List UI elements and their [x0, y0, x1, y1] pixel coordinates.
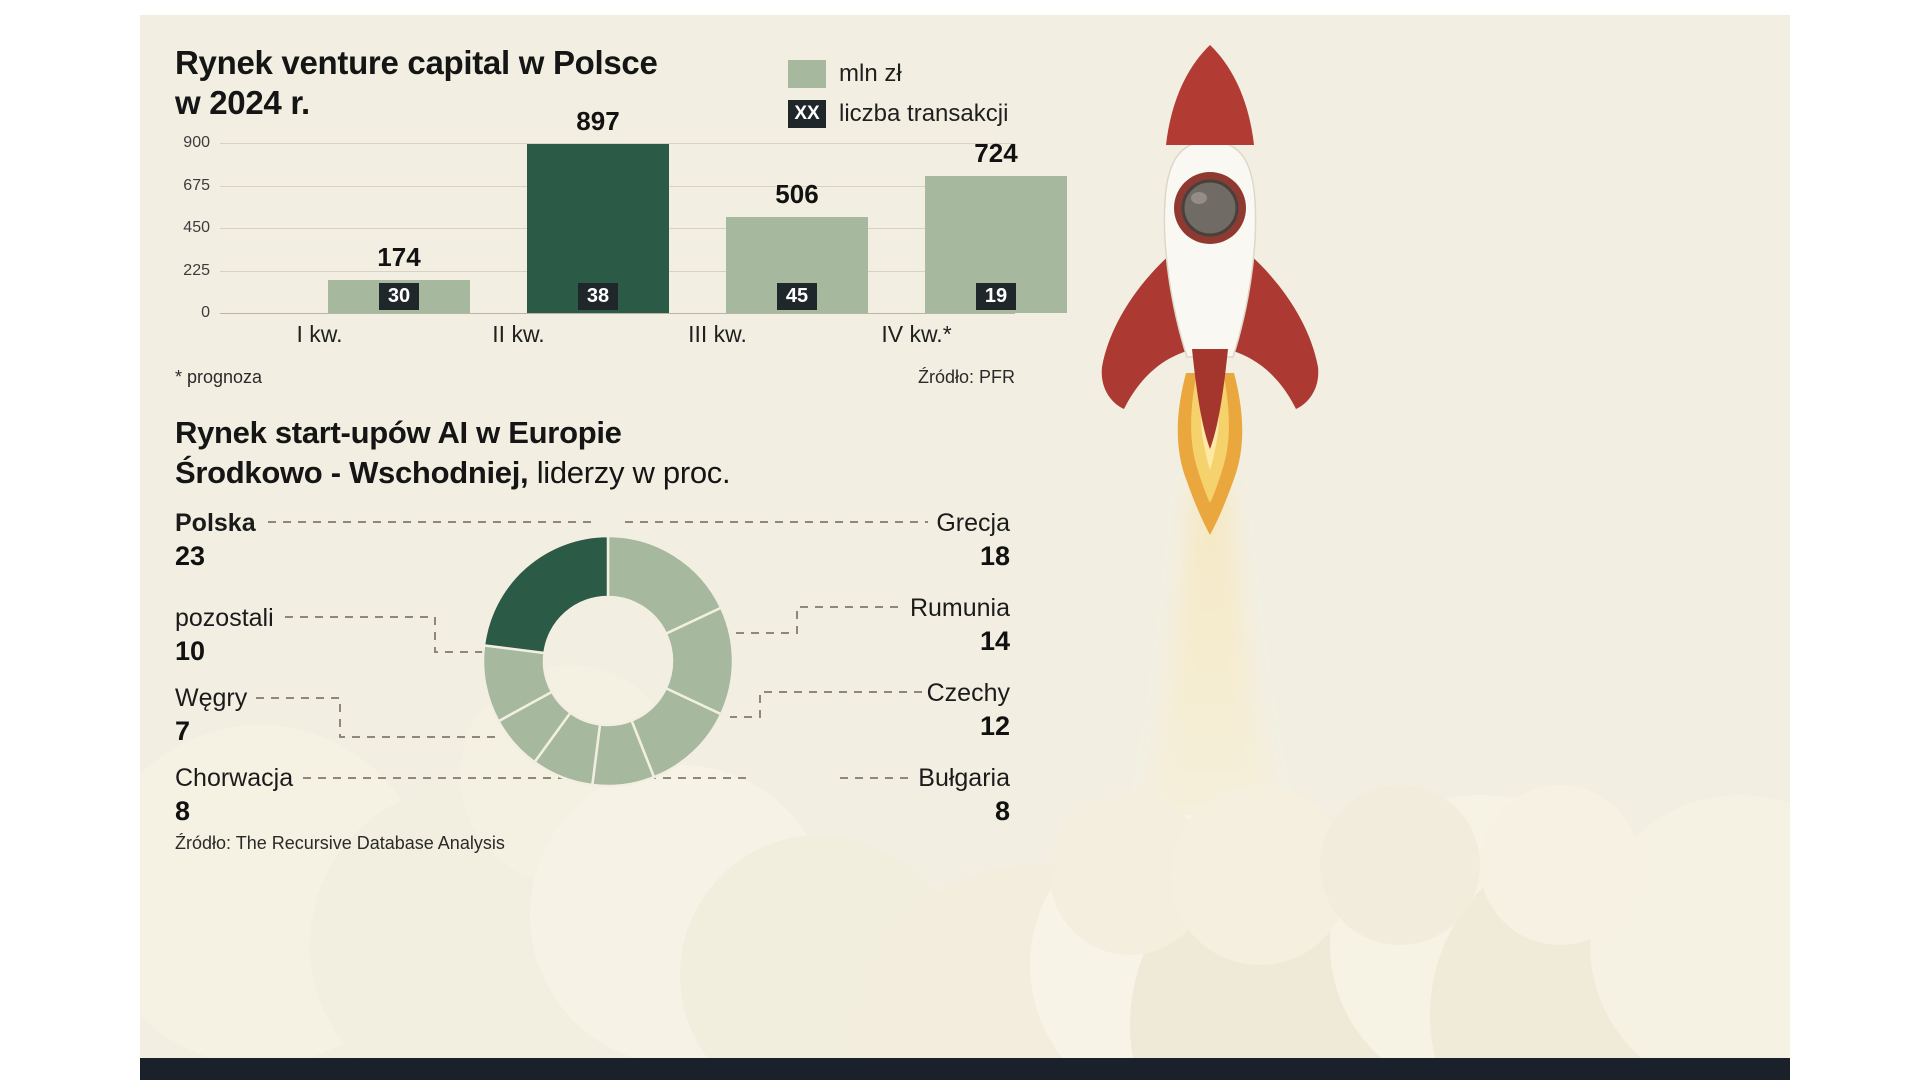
vc-title-line2: w 2024 r. [175, 84, 310, 122]
bar-value-q1: 174 [377, 242, 421, 273]
vc-footnote: * prognoza [175, 367, 263, 387]
callout-value: 12 [979, 711, 1010, 741]
bottom-strip [140, 1058, 1790, 1080]
callout-value: 14 [979, 626, 1010, 656]
bar-chart-plot: 900 675 450 225 0 174 30 897 38 506 45 7… [183, 106, 1067, 321]
donut-slice-grecja [606, 534, 723, 636]
legend-label-transactions: liczba transakcji [839, 100, 1009, 127]
x-label-q2: II kw. [492, 321, 545, 347]
donut-slices [481, 534, 735, 788]
bar-value-q3: 506 [775, 179, 819, 210]
donut-callout-rumunia: Rumunia 14 [780, 593, 1010, 656]
donut-callout-bulgaria: Bułgaria 8 [780, 763, 1010, 826]
fin-right [1233, 253, 1319, 409]
bar-value-q4: 724 [974, 138, 1018, 169]
callout-name: Czechy [926, 679, 1010, 707]
donut-callout-chorwacja: Chorwacja 8 [175, 763, 293, 826]
callout-value: 8 [175, 796, 191, 826]
legend-row-mln: mln zł [788, 60, 1008, 88]
transactions-badge-q4: 19 [976, 283, 1016, 310]
transactions-badge-q2: 38 [578, 283, 618, 310]
ai-title-bold: Środkowo - Wschodniej, [175, 455, 529, 491]
y-tick-225: 225 [183, 261, 210, 279]
leader-pozostali [285, 616, 485, 653]
callout-name: Węgry [175, 684, 248, 712]
ai-source: Źródło: The Recursive Database Analysis [175, 833, 505, 853]
donut-callout-czechy: Czechy 12 [780, 678, 1010, 741]
callout-value: 23 [175, 541, 206, 571]
callout-name: Grecja [936, 509, 1010, 537]
bar-q3: 506 45 [726, 179, 868, 313]
fin-center [1192, 349, 1228, 449]
bar-q2: 897 38 [527, 106, 669, 313]
vc-source: Źródło: PFR [917, 367, 1015, 387]
x-label-q4: IV kw.* [881, 321, 952, 347]
donut-callout-wegry: Węgry 7 [175, 683, 247, 746]
legend-swatch-mln [788, 60, 826, 88]
fin-left [1101, 253, 1187, 409]
bar-value-q2: 897 [576, 105, 620, 136]
transactions-badge-q3: 45 [777, 283, 817, 310]
callout-value: 7 [175, 716, 191, 746]
porthole-ring [1174, 172, 1246, 244]
leader-wegry [256, 697, 502, 738]
vc-chart-title: Rynek venture capital w Polsce w 2024 r. [175, 43, 658, 124]
donut-slice-polska [482, 534, 610, 655]
bar-q4: 724 19 [925, 138, 1067, 313]
gridline-0 [220, 313, 1015, 314]
infographic-panel: Rynek venture capital w Polsce w 2024 r.… [140, 15, 1790, 1080]
y-tick-450: 450 [183, 219, 210, 236]
ai-title-regular: liderzy w proc. [536, 455, 731, 491]
callout-name: Polska [175, 509, 256, 537]
vc-legend: mln zł XX liczba transakcji [788, 60, 1008, 140]
flame-mid [1191, 377, 1229, 503]
porthole-shine [1191, 192, 1207, 204]
x-label-q3: III kw. [688, 321, 747, 347]
clouds-right [860, 785, 1790, 1080]
transactions-badge-q1: 30 [379, 283, 419, 310]
rocket [1101, 45, 1319, 535]
nose-cone [1166, 45, 1254, 145]
donut-callout-polska: Polska 23 [175, 508, 256, 571]
vc-title-line1: Rynek venture capital w Polsce [175, 44, 658, 81]
legend-label-mln: mln zł [839, 60, 902, 87]
y-tick-0: 0 [201, 304, 210, 321]
callout-name: Chorwacja [175, 764, 294, 792]
callout-value: 8 [994, 796, 1010, 826]
flame-core [1200, 381, 1220, 470]
donut-callout-pozostali: pozostali 10 [175, 603, 274, 666]
exhaust-trail [1125, 485, 1302, 930]
legend-badge-xx: XX [788, 100, 826, 128]
gridline-900 [220, 143, 1015, 144]
y-tick-900: 900 [183, 134, 210, 151]
x-label-q1: I kw. [296, 321, 343, 347]
callout-name: pozostali [175, 604, 274, 632]
bar-q1: 174 30 [328, 242, 470, 313]
y-tick-675: 675 [183, 176, 210, 194]
callout-value: 18 [979, 541, 1010, 571]
porthole-glass [1181, 179, 1239, 237]
ai-title-line1: Rynek start-upów AI w Europie [175, 415, 622, 450]
ai-title-line2: Środkowo - Wschodniej, liderzy w proc. [175, 453, 731, 493]
ai-donut-chart [481, 534, 735, 788]
legend-row-transactions: XX liczba transakcji [788, 100, 1008, 128]
flame-outer [1177, 373, 1243, 535]
callout-name: Rumunia [909, 594, 1010, 622]
rocket-body [1163, 140, 1257, 358]
ai-chart-title: Rynek start-upów AI w Europie Środkowo -… [175, 413, 731, 494]
callout-name: Bułgaria [918, 764, 1010, 792]
donut-callout-grecja: Grecja 18 [780, 508, 1010, 571]
callout-value: 10 [175, 636, 206, 666]
